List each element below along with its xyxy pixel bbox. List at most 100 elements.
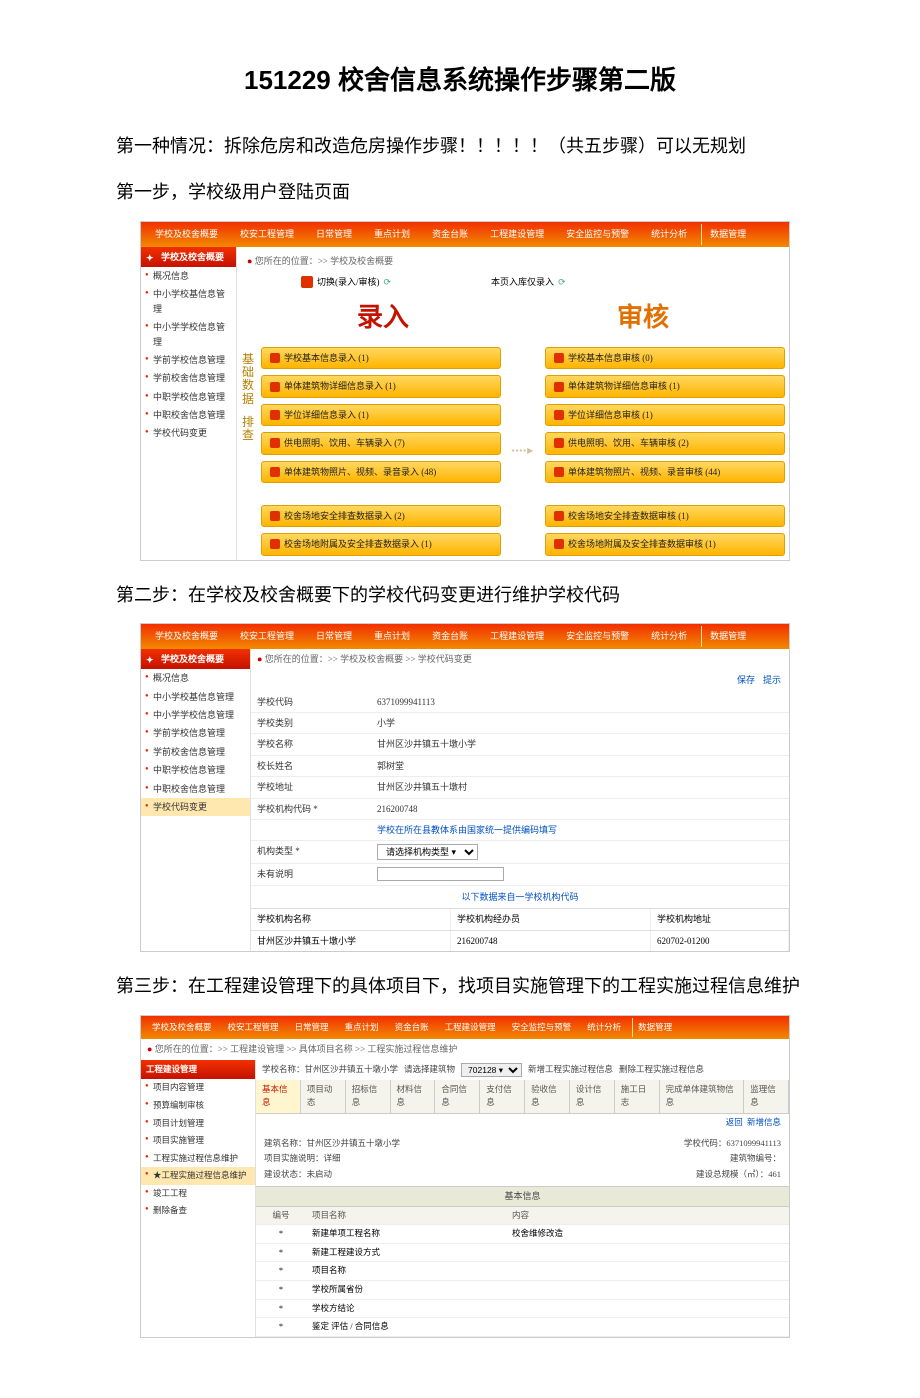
sidebar-item[interactable]: 学前学校信息管理 — [141, 351, 236, 369]
nav-tab[interactable]: 校安工程管理 — [232, 626, 302, 646]
nav-tab[interactable]: 重点计划 — [366, 224, 418, 244]
delete-process-button[interactable]: 删除工程实施过程信息 — [619, 1063, 704, 1077]
tab[interactable]: 验收信息 — [525, 1080, 570, 1113]
table-row: *新建工程建设方式 — [256, 1244, 789, 1263]
tab[interactable]: 施工日志 — [615, 1080, 660, 1113]
save-button[interactable]: 保存 — [737, 673, 755, 687]
action-bar[interactable]: 校舍场地附属及安全排查数据审核 (1) — [545, 533, 785, 555]
sidebar-item[interactable]: 中职校舍信息管理 — [141, 780, 250, 798]
form-label: 机构类型 * — [251, 841, 371, 863]
tab[interactable]: 招标信息 — [346, 1080, 391, 1113]
sidebar-item[interactable]: ★工程实施过程信息维护 — [141, 1167, 255, 1185]
nav-tab[interactable]: 统计分析 — [582, 1018, 626, 1038]
sidebar-item[interactable]: 预算编制审核 — [141, 1097, 255, 1115]
sidebar-item[interactable]: 中小学学校信息管理 — [141, 706, 250, 724]
action-bar[interactable]: 供电照明、饮用、车辆录入 (7) — [261, 432, 501, 454]
nav-tab[interactable]: 资金台账 — [390, 1018, 434, 1038]
sidebar-item[interactable]: 工程实施过程信息维护 — [141, 1150, 255, 1168]
bar-icon — [270, 467, 280, 477]
tab[interactable]: 设计信息 — [570, 1080, 615, 1113]
tab[interactable]: 合同信息 — [435, 1080, 480, 1113]
nav-tab[interactable]: 工程建设管理 — [440, 1018, 501, 1038]
nav-tab[interactable]: 学校及校舍概要 — [147, 626, 226, 646]
nav-tab[interactable]: 日常管理 — [308, 626, 360, 646]
action-bar[interactable]: 单体建筑物照片、视频、录音审核 (44) — [545, 461, 785, 483]
nav-tab[interactable]: 校安工程管理 — [223, 1018, 284, 1038]
bar-icon — [554, 438, 564, 448]
nav-tab[interactable]: 工程建设管理 — [482, 224, 552, 244]
tab[interactable]: 支付信息 — [480, 1080, 525, 1113]
org-type-select[interactable]: 请选择机构类型 ▾ — [377, 844, 478, 860]
mode-toggle[interactable]: 切换(录入/审核) ⟳ — [301, 275, 391, 289]
nav-tab[interactable]: 工程建设管理 — [482, 626, 552, 646]
nav-tab[interactable]: 安全监控与预警 — [558, 224, 637, 244]
sidebar-item[interactable]: 概况信息 — [141, 267, 236, 285]
nav-tab[interactable]: 资金台账 — [424, 224, 476, 244]
action-bar[interactable]: 单体建筑物照片、视频、录音录入 (48) — [261, 461, 501, 483]
nav-tab[interactable]: 日常管理 — [308, 224, 360, 244]
sidebar-item[interactable]: 项目计划管理 — [141, 1115, 255, 1133]
nav-tab[interactable]: 学校及校舍概要 — [147, 1018, 217, 1038]
add-process-button[interactable]: 新增工程实施过程信息 — [528, 1063, 613, 1077]
action-bar[interactable]: 校舍场地安全排查数据录入 (2) — [261, 505, 501, 527]
building-select[interactable]: 702128 ▾ — [461, 1063, 522, 1077]
action-bar[interactable]: 供电照明、饮用、车辆审核 (2) — [545, 432, 785, 454]
action-bar[interactable]: 校舍场地附属及安全排查数据录入 (1) — [261, 533, 501, 555]
action-bar[interactable]: 单体建筑物详细信息录入 (1) — [261, 375, 501, 397]
sidebar-item[interactable]: 概况信息 — [141, 669, 250, 687]
nav-tab[interactable]: 学校及校舍概要 — [147, 224, 226, 244]
nav-tab[interactable]: 重点计划 — [366, 626, 418, 646]
nav-tab[interactable]: 数据管理 — [701, 224, 754, 244]
sidebar-item[interactable]: 学校代码变更 — [141, 424, 236, 442]
sidebar-item[interactable]: 中小学学校信息管理 — [141, 318, 236, 351]
nav-tab[interactable]: 安全监控与预警 — [558, 626, 637, 646]
table-row: 甘州区沙井镇五十墩小学 216200748 620702-01200 — [251, 930, 789, 951]
sidebar-item[interactable]: 学前学校信息管理 — [141, 724, 250, 742]
desc-input[interactable] — [377, 867, 504, 881]
action-bar[interactable]: 学校基本信息录入 (1) — [261, 347, 501, 369]
nav-tab[interactable]: 数据管理 — [632, 1018, 677, 1038]
sidebar-item[interactable]: 项目实施管理 — [141, 1132, 255, 1150]
sidebar-item[interactable]: 竣工工程 — [141, 1185, 255, 1203]
action-bar[interactable]: 学校基本信息审核 (0) — [545, 347, 785, 369]
sidebar-title: 学校及校舍概要 — [161, 652, 224, 666]
action-bar[interactable]: 学位详细信息审核 (1) — [545, 404, 785, 426]
nav-tab[interactable]: 数据管理 — [701, 626, 754, 646]
tab[interactable]: 项目动态 — [301, 1080, 346, 1113]
sidebar-item[interactable]: 中职学校信息管理 — [141, 388, 236, 406]
action-bar[interactable]: 校舍场地安全排查数据审核 (1) — [545, 505, 785, 527]
arrow-icon: ▪▪▪▪▶ — [511, 445, 535, 458]
back-link[interactable]: 返回 — [726, 1117, 743, 1127]
sidebar-item[interactable]: 学前校舍信息管理 — [141, 369, 236, 387]
sidebar-item[interactable]: 中职校舍信息管理 — [141, 406, 236, 424]
tab[interactable]: 监理信息 — [744, 1080, 789, 1113]
sidebar-item[interactable]: 删除备查 — [141, 1202, 255, 1220]
nav-tab[interactable]: 统计分析 — [643, 626, 695, 646]
nav-tab[interactable]: 安全监控与预警 — [507, 1018, 577, 1038]
sidebar-item[interactable]: 中小学校基信息管理 — [141, 688, 250, 706]
top-nav: 学校及校舍概要校安工程管理日常管理重点计划资金台账工程建设管理安全监控与预警统计… — [141, 1016, 789, 1040]
tip-button[interactable]: 提示 — [763, 673, 781, 687]
tab[interactable]: 材料信息 — [391, 1080, 436, 1113]
logo-icon: ✦ — [146, 251, 158, 263]
info-label: 建筑名称：甘州区沙井镇五十墩小学 — [264, 1137, 400, 1151]
sidebar-item[interactable]: 学校代码变更 — [141, 798, 250, 816]
add-link[interactable]: 新增信息 — [747, 1117, 781, 1127]
nav-tab[interactable]: 日常管理 — [290, 1018, 334, 1038]
tab[interactable]: 完成单体建筑物信息 — [660, 1080, 745, 1113]
action-bar[interactable]: 学位详细信息录入 (1) — [261, 404, 501, 426]
action-bar[interactable]: 单体建筑物详细信息审核 (1) — [545, 375, 785, 397]
tab[interactable]: 基本信息 — [256, 1080, 301, 1113]
nav-tab[interactable]: 重点计划 — [340, 1018, 384, 1038]
section-header: 基本信息 — [256, 1186, 789, 1206]
logo-icon: ✦ — [146, 653, 158, 665]
nav-tab[interactable]: 校安工程管理 — [232, 224, 302, 244]
page-title: 151229 校舍信息系统操作步骤第二版 — [80, 60, 840, 102]
sidebar-item[interactable]: 学前校舍信息管理 — [141, 743, 250, 761]
sidebar-item[interactable]: 项目内容管理 — [141, 1079, 255, 1097]
nav-tab[interactable]: 统计分析 — [643, 224, 695, 244]
sidebar-item[interactable]: 中职学校信息管理 — [141, 761, 250, 779]
sidebar-item[interactable]: 中小学校基信息管理 — [141, 285, 236, 318]
refresh-icon: ⟳ — [384, 275, 392, 289]
nav-tab[interactable]: 资金台账 — [424, 626, 476, 646]
